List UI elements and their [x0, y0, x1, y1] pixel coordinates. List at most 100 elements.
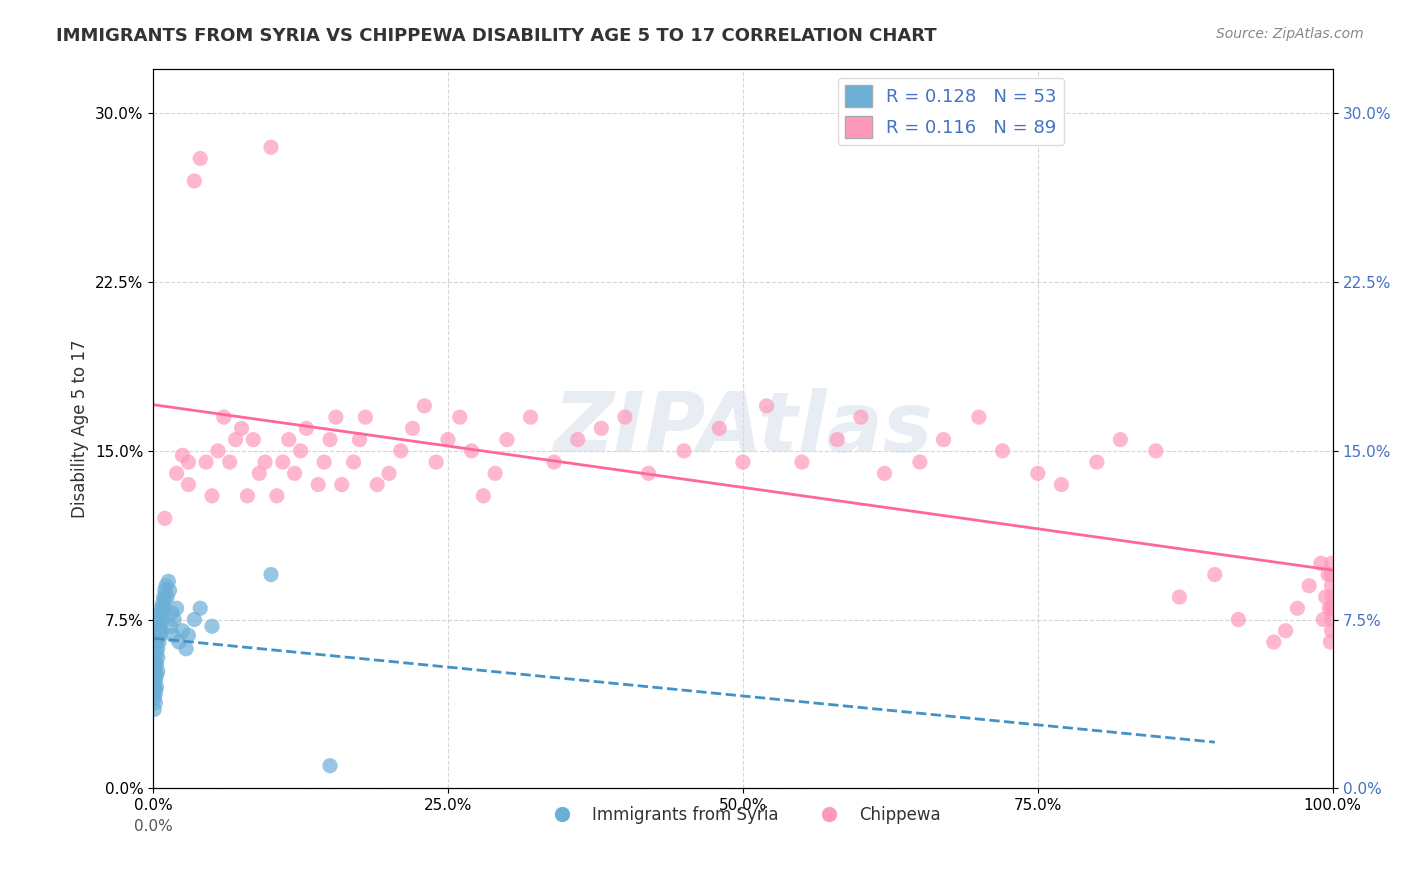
Point [484, 467, 506, 481]
Point [143, 702, 166, 716]
Point [167, 635, 190, 649]
Point [472, 489, 495, 503]
Point [146, 650, 169, 665]
Point [519, 410, 541, 425]
Point [873, 467, 896, 481]
Point [637, 467, 659, 481]
Point [145, 646, 167, 660]
Point [437, 433, 460, 447]
Point [143, 691, 166, 706]
Point [1320, 601, 1343, 615]
Point [672, 443, 695, 458]
Point [149, 619, 172, 633]
Point [330, 477, 353, 491]
Point [567, 433, 589, 447]
Text: 0.0%: 0.0% [134, 820, 173, 834]
Point [177, 477, 200, 491]
Point [146, 641, 169, 656]
Point [312, 455, 335, 469]
Point [460, 443, 482, 458]
Point [201, 489, 224, 503]
Point [143, 669, 166, 683]
Point [389, 443, 412, 458]
Point [145, 696, 167, 710]
Point [413, 399, 436, 413]
Point [1317, 601, 1340, 615]
Point [152, 597, 174, 611]
Point [1204, 567, 1226, 582]
Point [153, 592, 176, 607]
Point [307, 477, 329, 491]
Point [325, 410, 347, 425]
Point [247, 467, 270, 481]
Point [378, 467, 401, 481]
Point [1320, 556, 1343, 570]
Point [349, 433, 371, 447]
Point [342, 455, 364, 469]
Point [613, 410, 636, 425]
Point [1274, 624, 1296, 638]
Point [254, 455, 277, 469]
Point [155, 579, 177, 593]
Point [177, 628, 200, 642]
Point [591, 421, 613, 435]
Point [242, 433, 264, 447]
Point [967, 410, 990, 425]
Point [1026, 467, 1049, 481]
Point [1317, 567, 1340, 582]
Point [290, 443, 312, 458]
Point [266, 489, 288, 503]
Point [260, 140, 283, 154]
Point [159, 583, 181, 598]
Point [260, 567, 283, 582]
Point [157, 574, 180, 589]
Text: ZIPAtlas: ZIPAtlas [553, 388, 932, 469]
Y-axis label: Disability Age 5 to 17: Disability Age 5 to 17 [72, 339, 89, 517]
Point [160, 606, 183, 620]
Point [152, 606, 174, 620]
Point [319, 758, 342, 772]
Text: Source: ZipAtlas.com: Source: ZipAtlas.com [1216, 27, 1364, 41]
Point [366, 477, 388, 491]
Point [284, 467, 307, 481]
Point [183, 174, 205, 188]
Point [496, 433, 519, 447]
Point [145, 657, 167, 672]
Point [149, 606, 172, 620]
Point [790, 455, 813, 469]
Point [319, 433, 342, 447]
Point [162, 628, 184, 642]
Point [145, 680, 167, 694]
Point [908, 455, 931, 469]
Point [1320, 601, 1343, 615]
Point [145, 673, 167, 688]
Point [166, 601, 188, 615]
Point [849, 410, 872, 425]
Point [150, 624, 173, 638]
Point [163, 613, 186, 627]
Point [153, 583, 176, 598]
Point [148, 624, 170, 638]
Point [149, 628, 172, 642]
Point [932, 433, 955, 447]
Point [152, 601, 174, 615]
Point [1109, 433, 1132, 447]
Point [1144, 443, 1167, 458]
Point [1263, 635, 1285, 649]
Point [991, 443, 1014, 458]
Point [236, 489, 259, 503]
Point [153, 511, 176, 525]
Point [1227, 613, 1250, 627]
Point [166, 467, 188, 481]
Point [1168, 590, 1191, 604]
Point [1315, 590, 1337, 604]
Point [212, 410, 235, 425]
Point [188, 601, 211, 615]
Point [152, 590, 174, 604]
Point [1320, 590, 1343, 604]
Point [145, 682, 167, 697]
Point [150, 601, 173, 615]
Point [1310, 556, 1333, 570]
Point [731, 455, 754, 469]
Point [1050, 477, 1073, 491]
